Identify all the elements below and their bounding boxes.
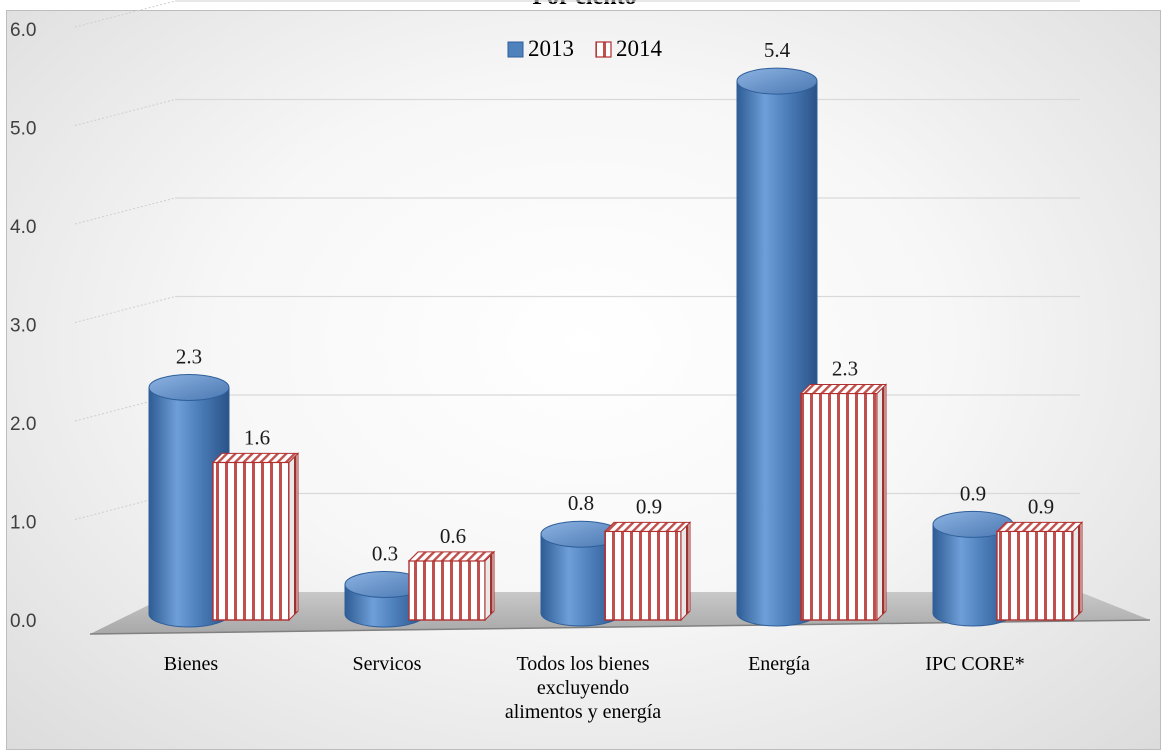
category-label: alimentos y energía	[505, 701, 661, 723]
bar-2014-side-1	[484, 550, 495, 622]
gridline-diagonal	[74, 197, 176, 225]
bar-2014-side-0	[288, 452, 299, 622]
gridline-diagonal	[74, 99, 176, 126]
bar-2014-side-3	[876, 383, 887, 622]
bar-2014-cap-3	[799, 383, 888, 394]
data-label-2014: 1.6	[244, 425, 270, 449]
chart-title: Por ciento	[0, 0, 1169, 11]
legend-swatch-2013	[507, 41, 524, 58]
data-label-2014: 0.9	[1028, 494, 1054, 518]
y-tick-label: 6.0	[10, 20, 36, 41]
bar-2014-3	[800, 392, 878, 621]
bar-2014-2	[604, 530, 682, 621]
category-label: excluyendo	[537, 677, 629, 699]
gridline-diagonal	[74, 493, 176, 520]
y-tick-label: 3.0	[10, 316, 36, 337]
bar-2014-1	[408, 560, 486, 621]
data-label-2014: 2.3	[832, 356, 858, 380]
legend-label-2014: 2014	[616, 36, 663, 61]
data-label-2013: 0.9	[960, 481, 986, 505]
category-label: IPC CORE*	[925, 653, 1024, 675]
bar-2014-4	[996, 530, 1074, 621]
bar-2014-side-4	[1072, 521, 1083, 622]
gridline-diagonal	[74, 0, 176, 28]
bar-2014-cap-0	[211, 452, 300, 463]
bar-2013-top-3	[736, 67, 818, 95]
y-tick-label: 0.0	[10, 611, 36, 632]
bar-2014-0	[212, 461, 290, 621]
legend-label-2013: 2013	[528, 36, 574, 61]
category-label: Energía	[748, 653, 810, 675]
grid-layer: 0.0 1.0 2.0 3.0 4.0 5.0 6.0	[10, 0, 1080, 632]
category-label: Todos los bienes	[516, 653, 649, 675]
data-label-2014: 0.9	[636, 494, 662, 518]
labels-layer: 2.3 1.6 Bienes 0.3 0.6 Servicos 0.8 0.9 Todos lo…	[164, 38, 1054, 723]
category-label: Bienes	[164, 653, 219, 675]
y-tick-label: 1.0	[10, 513, 36, 534]
data-label-2013: 5.4	[764, 38, 791, 62]
bar-2014-cap-2	[603, 521, 692, 532]
data-label-2013: 0.3	[372, 541, 398, 565]
bar-2013-top-0	[148, 373, 230, 401]
bar-2014-cap-4	[995, 521, 1084, 532]
legend: 2013 2014	[507, 36, 663, 61]
data-label-2013: 0.8	[568, 491, 594, 515]
legend-swatch-2014	[595, 41, 612, 58]
gridline-diagonal	[74, 394, 176, 422]
y-tick-label: 2.0	[10, 414, 36, 435]
bar-2014-side-2	[680, 521, 691, 622]
y-tick-label: 5.0	[10, 119, 36, 140]
category-label: Servicos	[353, 653, 422, 675]
y-tick-label: 4.0	[10, 217, 36, 238]
bar-2014-cap-1	[407, 551, 496, 562]
data-label-2014: 0.6	[440, 524, 466, 548]
bars-layer	[148, 67, 1084, 628]
data-label-2013: 2.3	[176, 344, 202, 368]
gridline-diagonal	[74, 296, 176, 323]
